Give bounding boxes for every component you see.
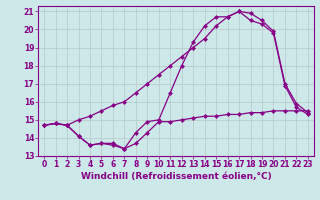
X-axis label: Windchill (Refroidissement éolien,°C): Windchill (Refroidissement éolien,°C) [81,172,271,181]
